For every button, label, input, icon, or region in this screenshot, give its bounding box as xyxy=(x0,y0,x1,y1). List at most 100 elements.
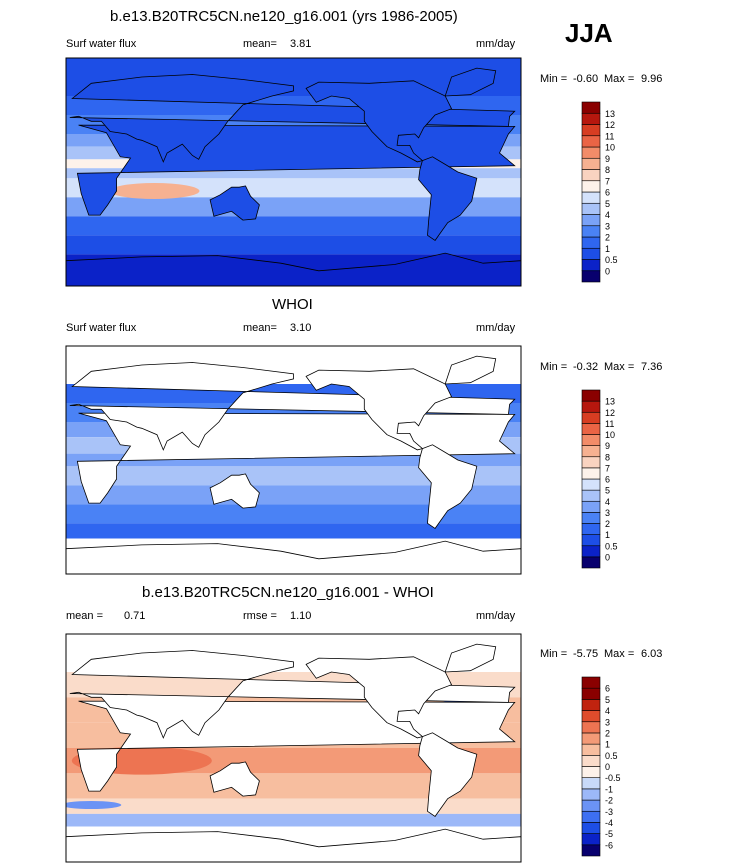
colorbar-tick-label: -2 xyxy=(605,796,613,806)
colorbar-box xyxy=(581,101,601,114)
panel3-max-value: 6.03 xyxy=(641,648,663,660)
continent-europe-asia xyxy=(69,362,516,451)
panel3-rmse-value: 1.10 xyxy=(290,610,312,622)
colorbar-box xyxy=(581,225,601,238)
colorbar-box xyxy=(581,732,601,745)
colorbar-tick-label: 0 xyxy=(605,266,610,276)
colorbar-tick-label: -3 xyxy=(605,807,613,817)
map-frame-1 xyxy=(65,57,522,287)
colorbar-box xyxy=(581,822,601,834)
panel1-mean-value: 3.81 xyxy=(290,38,312,50)
field-band xyxy=(66,798,521,814)
colorbar-box xyxy=(581,135,601,148)
colorbar-tick-label: -0.5 xyxy=(605,773,621,783)
colorbar-box xyxy=(581,788,601,801)
panel1-units: mm/day xyxy=(476,38,516,50)
colorbar-tick-label: 12 xyxy=(605,120,615,130)
colorbar-tick-label: 10 xyxy=(605,143,615,153)
colorbar-tick-label: 0 xyxy=(605,762,610,772)
panel1-variable-label: Surf water flux xyxy=(66,38,137,50)
colorbar-box xyxy=(581,545,601,558)
colorbar-box xyxy=(581,687,601,700)
colorbar-tick-label: 0 xyxy=(605,552,610,562)
continent-australia xyxy=(209,761,260,797)
panel3-mean-label: mean = xyxy=(66,610,103,622)
panel2-min-value: -0.32 xyxy=(573,361,599,373)
colorbar-tick-label: 12 xyxy=(605,408,615,418)
colorbar-tick-label: 11 xyxy=(605,419,614,429)
colorbar-tick-label: 1 xyxy=(605,244,610,254)
colorbar-box xyxy=(581,534,601,547)
colorbar-tick-label: 4 xyxy=(605,706,610,716)
panel1-mean-label: mean= xyxy=(243,38,277,50)
diff-southern-neg xyxy=(66,801,122,809)
colorbar-box xyxy=(581,777,601,790)
colorbar-tick-label: 0.5 xyxy=(605,751,618,761)
field-band xyxy=(66,523,521,539)
colorbar-box xyxy=(581,478,601,491)
continent-greenland xyxy=(444,67,497,97)
colorbar-box xyxy=(581,270,601,283)
continent-australia xyxy=(209,185,260,221)
colorbar-tick-label: 0.5 xyxy=(605,255,618,265)
colorbar-box xyxy=(581,512,601,524)
continent-south-america xyxy=(418,156,478,241)
continent-greenland xyxy=(444,355,497,385)
colorbar-tick-label: 5 xyxy=(605,695,610,705)
colorbar-box xyxy=(581,202,601,215)
field-band xyxy=(66,235,521,255)
panel1-min-value: -0.60 xyxy=(573,73,599,85)
colorbar-box xyxy=(581,423,601,435)
field-band xyxy=(66,216,521,236)
colorbar-tick-label: 13 xyxy=(605,397,615,407)
colorbar-tick-label: 2 xyxy=(605,728,610,738)
colorbar-box xyxy=(581,456,601,469)
colorbar-box xyxy=(581,755,601,767)
map-frame-2 xyxy=(65,345,522,575)
colorbar-box xyxy=(581,699,601,711)
colorbar-tick-label: 1 xyxy=(605,530,610,540)
panel2-max-label: Max = xyxy=(604,361,635,373)
colorbar-box xyxy=(581,810,601,823)
map-frame-3 xyxy=(65,633,522,863)
panel3-min-label: Min = xyxy=(540,648,568,660)
panel1-title: b.e13.B20TRC5CN.ne120_g16.001 (yrs 1986-… xyxy=(110,8,458,25)
colorbar-tick-label: -4 xyxy=(605,818,613,828)
panel1-min-label: Min = xyxy=(540,73,568,85)
colorbar-box xyxy=(581,556,601,569)
colorbar-tick-label: 0.5 xyxy=(605,541,618,551)
panel1-max-value: 9.96 xyxy=(641,73,663,85)
panel3-rmse-label: rmse = xyxy=(243,610,277,622)
colorbar-tick-label: 11 xyxy=(605,131,614,141)
colorbar-box xyxy=(581,157,601,170)
colorbar-tick-label: 4 xyxy=(605,210,610,220)
continent-south-america xyxy=(418,732,478,817)
colorbar-tick-label: 13 xyxy=(605,109,615,119)
field-band xyxy=(66,168,521,179)
season-label: JJA xyxy=(565,18,613,48)
panel3-units: mm/day xyxy=(476,610,516,622)
colorbar-tick-label: 5 xyxy=(605,486,610,496)
colorbar-box xyxy=(581,489,601,502)
field-band xyxy=(66,813,521,827)
panel2-mean-value: 3.10 xyxy=(290,322,312,334)
continent-antarctica xyxy=(66,828,521,862)
field-band xyxy=(66,466,521,486)
colorbar-box xyxy=(581,400,601,413)
colorbar-tick-label: 3 xyxy=(605,508,610,518)
field-band xyxy=(66,485,521,505)
panel3-mean-value: 0.71 xyxy=(124,610,146,622)
panel2-min-label: Min = xyxy=(540,361,568,373)
panel2-title: WHOI xyxy=(272,296,313,313)
colorbar-box xyxy=(581,710,601,723)
continent-south-america xyxy=(418,444,478,529)
colorbar-box xyxy=(581,766,601,778)
panel1-max-label: Max = xyxy=(604,73,635,85)
colorbar-tick-label: 7 xyxy=(605,463,610,473)
colorbar-box xyxy=(581,500,601,513)
colorbar-box xyxy=(581,259,601,272)
colorbar-box xyxy=(581,743,601,756)
map-panel-1 xyxy=(65,57,522,287)
